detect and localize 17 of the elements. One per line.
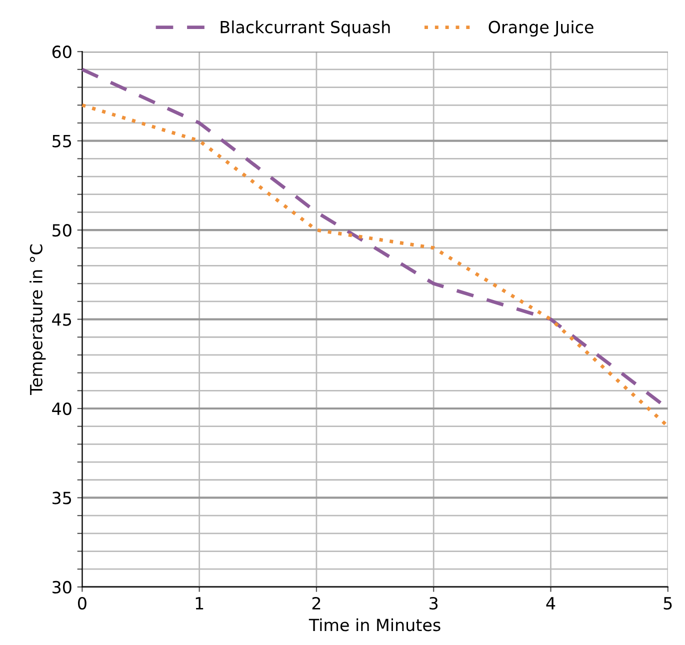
- x-tick-label: 3: [430, 596, 438, 610]
- x-tick-label: 4: [546, 597, 556, 610]
- y-tick-label: 35: [52, 492, 72, 504]
- y-tick-label: 55: [52, 135, 72, 148]
- y-axis-title: Temperature in °C: [30, 244, 46, 395]
- y-tick-label: 30: [52, 580, 72, 594]
- x-axis-title: Time in Minutes: [308, 618, 440, 632]
- y-tick-label: 50: [52, 224, 72, 237]
- y-tick-label: 60: [52, 46, 72, 58]
- legend-label: Blackcurrant Squash: [220, 20, 390, 37]
- y-tick-label: 40: [52, 402, 72, 416]
- x-tick-label: 5: [664, 597, 672, 610]
- x-tick-label: 1: [196, 597, 204, 610]
- x-tick-label: 0: [78, 596, 86, 610]
- legend-label: Orange Juice: [488, 20, 594, 37]
- x-tick-label: 2: [312, 596, 320, 610]
- y-tick-label: 45: [52, 313, 72, 326]
